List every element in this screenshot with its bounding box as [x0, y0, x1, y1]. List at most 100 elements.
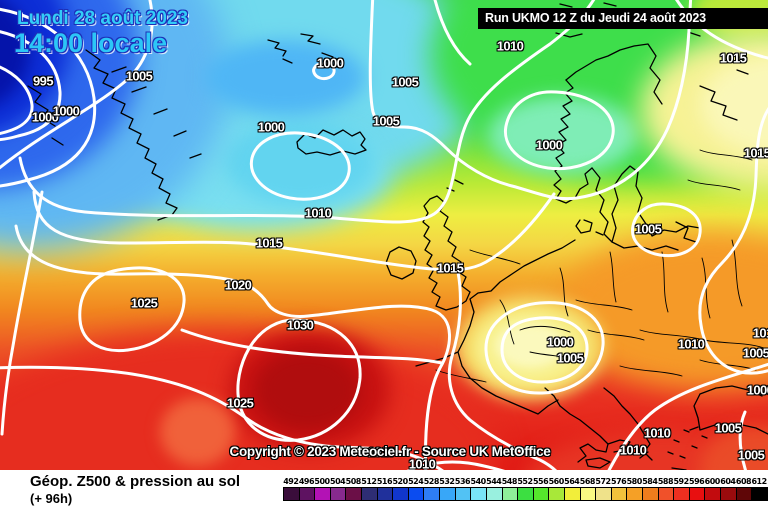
- pressure-label: 1005: [372, 113, 400, 129]
- pressure-label: 1025: [130, 295, 158, 311]
- legend-color-swatch: [392, 487, 409, 501]
- legend-cell: 536: [454, 477, 472, 501]
- legend-tick-label: 524: [408, 477, 424, 486]
- pressure-label: 1010: [304, 205, 332, 221]
- legend-color-swatch: [501, 487, 519, 501]
- legend-cell: 496: [298, 477, 316, 501]
- legend-cell: 600: [704, 477, 722, 501]
- pressure-label: 1000: [746, 382, 768, 398]
- legend-tick-label: 520: [392, 477, 408, 486]
- legend-tick-label: 556: [532, 477, 549, 486]
- legend-color-swatch: [361, 487, 378, 501]
- pressure-label: 1010: [408, 456, 436, 471]
- legend-tick-label: 584: [642, 477, 658, 486]
- legend-tick-label: 552: [517, 477, 533, 486]
- legend-color-swatch: [345, 487, 363, 501]
- pressure-label: 1015: [255, 235, 283, 251]
- legend-cell: 524: [407, 477, 425, 501]
- legend-tick-label: 540: [470, 477, 487, 486]
- legend-cell: 592: [673, 477, 690, 501]
- legend-cell: 520: [392, 477, 409, 501]
- valid-time-label: 14:00 locale: [14, 28, 168, 58]
- legend-tick-label: 492: [283, 477, 299, 486]
- pressure-label: 1000: [52, 103, 80, 119]
- legend-color-swatch: [657, 487, 675, 501]
- pressure-label: 995: [33, 73, 53, 89]
- legend-color-swatch: [720, 487, 737, 501]
- legend-cell: 540: [470, 477, 487, 501]
- legend-cell: 508: [345, 477, 363, 501]
- legend-color-swatch: [407, 487, 425, 501]
- legend-cell: 532: [439, 477, 456, 501]
- legend-tick-label: 588: [657, 477, 674, 486]
- legend-cell: 608: [735, 477, 753, 501]
- legend-cell: 552: [517, 477, 534, 501]
- legend-color-swatch: [688, 487, 706, 501]
- legend-tick-label: 528: [423, 477, 440, 486]
- legend-cell: 580: [626, 477, 644, 501]
- legend-tick-label: 548: [501, 477, 518, 486]
- legend-color-swatch: [673, 487, 690, 501]
- legend-color-swatch: [610, 487, 628, 501]
- legend-color-swatch: [532, 487, 550, 501]
- geopotential-color-scale: 492 496 500 504 508 512 516 520 524 528 532 536 540 5…: [283, 477, 768, 501]
- legend-cell: 604: [720, 477, 737, 501]
- pressure-label: 1025: [226, 395, 254, 411]
- model-run-info: Run UKMO 12 Z du Jeudi 24 août 2023: [478, 8, 768, 29]
- legend-cell: 512: [361, 477, 378, 501]
- legend-color-swatch: [454, 487, 472, 501]
- legend-color-swatch: [298, 487, 316, 501]
- legend-cell: 500: [314, 477, 331, 501]
- pressure-label: 1005: [737, 447, 765, 463]
- legend-tick-label: 580: [626, 477, 643, 486]
- pressure-label: 1030: [286, 317, 314, 333]
- legend-cell: 564: [563, 477, 581, 501]
- map-title: Géop. Z500 & pression au sol: [30, 473, 241, 490]
- legend-tick-label: 592: [673, 477, 689, 486]
- legend-color-swatch: [314, 487, 331, 501]
- color-band: [160, 398, 235, 466]
- legend-cell: 612: [751, 477, 768, 501]
- legend-cell: 492: [283, 477, 300, 501]
- legend-cell: 544: [485, 477, 503, 501]
- pressure-label: 1010: [619, 442, 647, 458]
- pressure-label: 1005: [714, 420, 742, 436]
- legend-tick-label: 500: [314, 477, 330, 486]
- isobars: [0, 0, 768, 470]
- legend-color-swatch: [423, 487, 441, 501]
- pressure-label: 1010: [752, 325, 768, 341]
- legend-tick-label: 504: [330, 477, 346, 486]
- pressure-label: 1000: [257, 119, 285, 135]
- legend-color-swatch: [470, 487, 487, 501]
- pressure-label: 1005: [556, 350, 584, 366]
- legend-color-swatch: [704, 487, 722, 501]
- pressure-label: 1015: [436, 260, 464, 276]
- legend-cell: 528: [423, 477, 441, 501]
- pressure-label: 1000: [31, 109, 59, 125]
- map-overlay: [0, 0, 768, 470]
- legend-color-swatch: [283, 487, 300, 501]
- legend-color-swatch: [548, 487, 565, 501]
- legend-cell: 588: [657, 477, 675, 501]
- legend-color-swatch: [642, 487, 659, 501]
- legend-color-swatch: [579, 487, 597, 501]
- legend-color-swatch: [626, 487, 644, 501]
- legend-tick-label: 604: [720, 477, 736, 486]
- legend-tick-label: 560: [548, 477, 565, 486]
- pressure-label: 1005: [125, 68, 153, 84]
- geopotential-pressure-map: 995 1000 1000 1005 1000 1005 1005 1000 1010 1015 1…: [0, 0, 768, 470]
- legend-cell: 584: [642, 477, 659, 501]
- legend-tick-label: 568: [579, 477, 596, 486]
- legend-color-swatch: [563, 487, 581, 501]
- legend-cell: 556: [532, 477, 550, 501]
- pressure-label: 1005: [742, 345, 768, 361]
- legend-tick-label: 612: [751, 477, 767, 486]
- legend-cell: 568: [579, 477, 597, 501]
- legend-color-swatch: [735, 487, 753, 501]
- legend-cell: 504: [329, 477, 347, 501]
- pressure-label: 1010: [677, 336, 705, 352]
- country-borders: [435, 149, 765, 383]
- legend-tick-label: 572: [595, 477, 611, 486]
- legend-color-swatch: [595, 487, 612, 501]
